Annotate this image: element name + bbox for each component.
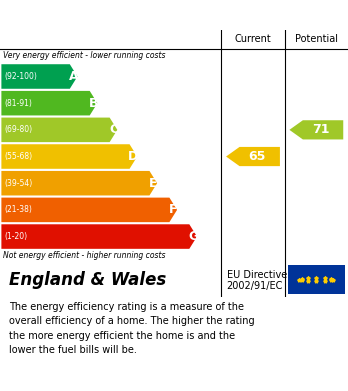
Text: (39-54): (39-54) <box>4 179 32 188</box>
Text: England & Wales: England & Wales <box>9 271 166 289</box>
Text: Current: Current <box>235 34 271 44</box>
Polygon shape <box>226 147 280 166</box>
Text: 2002/91/EC: 2002/91/EC <box>227 281 283 291</box>
Text: EU Directive: EU Directive <box>227 270 287 280</box>
Text: G: G <box>188 230 198 243</box>
Polygon shape <box>1 144 137 169</box>
Text: (92-100): (92-100) <box>4 72 37 81</box>
Text: B: B <box>89 97 98 109</box>
Polygon shape <box>1 171 157 196</box>
Text: D: D <box>128 150 139 163</box>
Text: (21-38): (21-38) <box>4 205 32 214</box>
Text: Not energy efficient - higher running costs: Not energy efficient - higher running co… <box>3 251 166 260</box>
Text: E: E <box>149 177 158 190</box>
Text: C: C <box>109 123 118 136</box>
Text: 65: 65 <box>248 150 266 163</box>
Text: (81-91): (81-91) <box>4 99 32 108</box>
Text: The energy efficiency rating is a measure of the
overall efficiency of a home. T: The energy efficiency rating is a measur… <box>9 302 254 355</box>
Bar <box>288 265 345 294</box>
Polygon shape <box>290 120 343 140</box>
Polygon shape <box>1 64 78 89</box>
Polygon shape <box>1 91 97 115</box>
Text: Energy Efficiency Rating: Energy Efficiency Rating <box>9 7 219 22</box>
Polygon shape <box>1 197 177 222</box>
Text: 71: 71 <box>312 123 330 136</box>
Text: (1-20): (1-20) <box>4 232 27 241</box>
Text: Very energy efficient - lower running costs: Very energy efficient - lower running co… <box>3 52 166 61</box>
Polygon shape <box>1 118 117 142</box>
Text: (55-68): (55-68) <box>4 152 32 161</box>
Text: Potential: Potential <box>295 34 338 44</box>
Text: A: A <box>69 70 78 83</box>
Text: (69-80): (69-80) <box>4 126 32 135</box>
Polygon shape <box>1 224 197 249</box>
Text: F: F <box>169 203 177 216</box>
